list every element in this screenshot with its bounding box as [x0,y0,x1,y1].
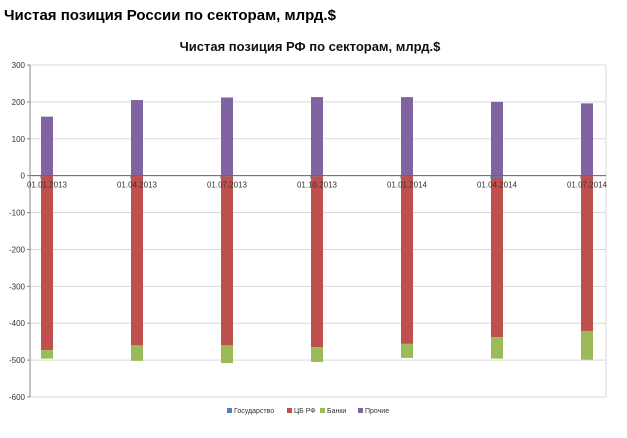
legend: Государство ЦБ РФ Банки Прочие [227,408,389,415]
bar-segment [581,330,593,360]
legend-label: ЦБ РФ [294,408,316,415]
legend-label: Государство [234,408,274,415]
bar-segment [401,97,413,176]
y-tick-label: -100 [9,209,26,218]
bar-segment [41,350,53,359]
y-tick-label: -600 [9,393,26,402]
y-axis: 300 200 100 0 -100 -200 -300 -400 -500 -600 [9,61,31,402]
legend-swatch [287,408,292,413]
bar-segment [221,97,233,176]
bar-segment [491,101,503,176]
bar-segment [401,343,413,358]
y-tick-label: 0 [21,172,26,181]
x-tick-label: 01.01.2014 [387,181,428,190]
x-tick-label: 01.04.2014 [477,181,518,190]
y-tick-label: 300 [12,61,26,70]
bar-segment [41,176,53,351]
x-tick-label: 01.04.2013 [117,181,158,190]
bar-segment [41,116,53,176]
x-tick-label: 01.07.2013 [207,181,248,190]
x-tick-label: 01.07.2014 [567,181,608,190]
bar-segment [311,176,323,348]
legend-swatch [320,408,325,413]
bar-segment [131,100,143,176]
bar-segment [581,176,593,331]
bar-segment [131,176,143,346]
y-tick-label: -300 [9,282,26,291]
chart-title: Чистая позиция РФ по секторам, млрд.$ [180,39,441,54]
bar-segment [401,176,413,344]
bars [41,97,593,364]
legend-label: Банки [327,408,346,415]
bar-segment [221,176,233,346]
bar-segment [131,345,143,361]
y-tick-label: -200 [9,245,26,254]
bar-segment [491,177,503,338]
bar-segment [311,97,323,176]
y-tick-label: -400 [9,319,26,328]
bar-segment [221,345,233,364]
bar-segment [311,347,323,362]
legend-label: Прочие [365,408,389,415]
y-tick-label: -500 [9,356,26,365]
y-tick-label: 200 [12,98,26,107]
x-tick-label: 01.01.2013 [27,181,68,190]
page-title: Чистая позиция России по секторам, млрд.… [4,7,336,24]
bar-segment [491,175,503,178]
legend-swatch [227,408,232,413]
bar-segment [491,337,503,359]
x-axis: 01.01.2013 01.04.2013 01.07.2013 01.10.2013… [27,175,608,190]
bar-segment [581,103,593,176]
legend-swatch [358,408,363,413]
x-tick-label: 01.10.2013 [297,181,338,190]
y-tick-label: 100 [12,135,26,144]
